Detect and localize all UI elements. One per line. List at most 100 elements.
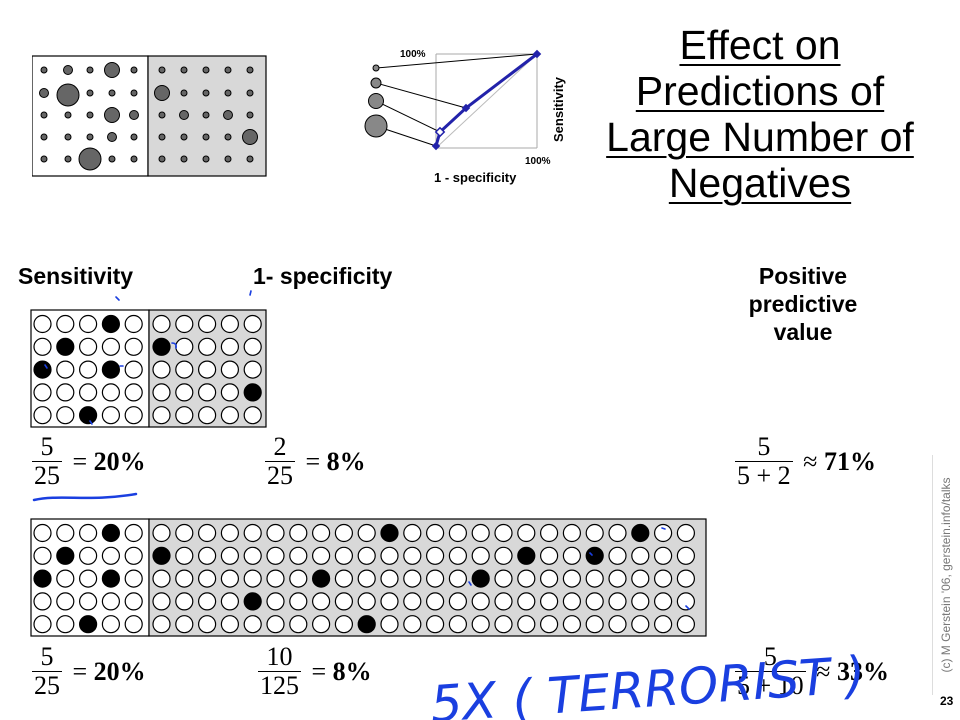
negative-empty-dot xyxy=(562,592,582,611)
header-one-minus-specificity: 1- specificity xyxy=(253,263,393,289)
negative-empty-dot xyxy=(676,523,696,543)
slide-title: Effect on Predictions of Large Number of… xyxy=(606,22,914,206)
positive-empty-dot xyxy=(124,569,143,588)
negative-empty-dot xyxy=(562,615,582,634)
negative-empty-dot xyxy=(266,592,285,611)
negative-empty-dot xyxy=(426,569,445,588)
fraction-denominator: 25 xyxy=(32,461,62,490)
negative-empty-dot xyxy=(152,615,171,634)
negative-empty-dot xyxy=(175,569,194,588)
positive-empty-dot xyxy=(78,546,98,565)
fraction-numerator: 5 xyxy=(40,432,54,461)
negative-empty-dot xyxy=(312,592,331,611)
negative-empty-dot xyxy=(198,337,217,356)
fraction-numerator: 2 xyxy=(273,432,287,461)
negative-empty-dot xyxy=(243,546,262,565)
positive-empty-dot xyxy=(124,523,143,543)
result-value: 20% xyxy=(93,446,146,476)
positive-empty-dot xyxy=(56,615,75,634)
negative-empty-dot xyxy=(334,615,353,634)
negative-empty-dot xyxy=(289,546,308,565)
positive-filled-dot xyxy=(56,337,75,356)
positive-empty-dot xyxy=(101,406,121,425)
negative-empty-dot xyxy=(539,569,559,588)
negative-empty-dot xyxy=(585,615,604,634)
negative-empty-dot xyxy=(243,569,262,588)
negative-empty-dot xyxy=(653,615,673,634)
negative-empty-dot xyxy=(312,615,331,634)
positive-empty-dot xyxy=(124,337,143,356)
negative-empty-dot xyxy=(517,592,536,611)
negative-empty-dot xyxy=(631,592,650,611)
result-value: 8% xyxy=(326,446,366,476)
negative-empty-dot xyxy=(380,615,399,634)
positive-empty-dot xyxy=(56,383,75,402)
negative-empty-dot xyxy=(631,615,650,634)
negative-empty-dot xyxy=(403,592,422,611)
negative-empty-dot xyxy=(266,569,285,588)
negative-empty-dot xyxy=(334,569,353,588)
credit-vertical: (c) M Gerstein '06, gerstein.info/talks xyxy=(932,455,959,695)
negative-empty-dot xyxy=(631,569,650,588)
negative-empty-dot xyxy=(426,615,445,634)
positive-empty-dot xyxy=(33,406,52,425)
negative-empty-dot xyxy=(357,523,376,543)
negative-empty-dot xyxy=(539,546,559,565)
negative-empty-dot xyxy=(152,314,171,334)
negative-empty-dot xyxy=(426,523,445,543)
case2-specificity-formula: 10 125 = 8% xyxy=(258,642,372,700)
negative-empty-dot xyxy=(471,592,490,611)
negative-empty-dot xyxy=(175,314,194,334)
negative-empty-dot xyxy=(585,523,604,543)
positive-filled-dot xyxy=(101,360,121,379)
positive-empty-dot xyxy=(78,569,98,588)
positive-empty-dot xyxy=(124,360,143,379)
page-number: 23 xyxy=(940,694,954,708)
negative-filled-dot xyxy=(357,615,376,634)
ink-underline xyxy=(32,492,138,502)
negative-empty-dot xyxy=(198,592,217,611)
negative-empty-dot xyxy=(289,592,308,611)
negative-empty-dot xyxy=(608,592,627,611)
positive-filled-dot xyxy=(101,523,121,543)
negative-filled-dot xyxy=(471,569,490,588)
positive-empty-dot xyxy=(78,360,98,379)
positive-empty-dot xyxy=(101,337,121,356)
negative-empty-dot xyxy=(653,546,673,565)
result-value: 20% xyxy=(93,656,146,686)
grid-small xyxy=(30,309,267,428)
positive-empty-dot xyxy=(78,523,98,543)
negative-empty-dot xyxy=(562,523,582,543)
negative-empty-dot xyxy=(585,569,604,588)
negative-empty-dot xyxy=(608,569,627,588)
fraction-numerator: 10 xyxy=(266,642,293,671)
negative-empty-dot xyxy=(175,523,194,543)
positive-empty-dot xyxy=(78,592,98,611)
negative-empty-dot xyxy=(562,569,582,588)
negative-empty-dot xyxy=(266,615,285,634)
roc-x-axis-label: 1 - specificity xyxy=(434,170,517,185)
fraction-numerator: 5 xyxy=(763,642,777,671)
negative-empty-dot xyxy=(175,546,194,565)
negative-empty-dot xyxy=(289,569,308,588)
fraction-denominator: 125 xyxy=(258,671,301,700)
negative-filled-dot xyxy=(243,383,262,402)
negative-empty-dot xyxy=(243,523,262,543)
negative-empty-dot xyxy=(198,360,217,379)
positive-empty-dot xyxy=(101,592,121,611)
negative-empty-dot xyxy=(312,546,331,565)
negative-empty-dot xyxy=(334,592,353,611)
fraction-denominator: 5 + 2 xyxy=(735,461,793,490)
negative-filled-dot xyxy=(152,337,171,356)
positive-empty-dot xyxy=(56,406,75,425)
negative-empty-dot xyxy=(380,546,399,565)
negative-empty-dot xyxy=(152,592,171,611)
negative-empty-dot xyxy=(448,592,467,611)
positive-empty-dot xyxy=(33,523,52,543)
roc-y-max-label: 100% xyxy=(400,49,426,60)
negative-empty-dot xyxy=(653,592,673,611)
negative-empty-dot xyxy=(220,615,239,634)
negative-empty-dot xyxy=(220,314,239,334)
